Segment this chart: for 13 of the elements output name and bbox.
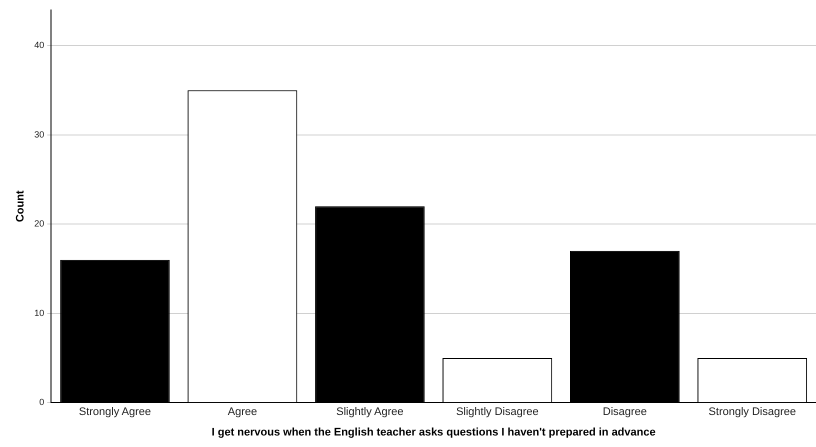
x-tick-label: Strongly Agree xyxy=(78,406,152,418)
x-axis-title: I get nervous when the English teacher asks questions I haven't prepared in advance xyxy=(212,426,656,438)
x-tick-label: Disagree xyxy=(602,406,647,418)
x-tick-label: Slightly Disagree xyxy=(456,406,539,418)
y-axis-title: Count xyxy=(14,190,27,222)
y-tick-label: 20 xyxy=(34,218,44,229)
y-tick-label: 0 xyxy=(39,397,44,408)
x-tick-label: Agree xyxy=(228,406,258,418)
y-tick-label: 40 xyxy=(34,40,44,50)
x-tick-label: Strongly Disagree xyxy=(708,406,796,418)
x-tick-label: Slightly Agree xyxy=(336,406,404,418)
y-tick-label: 30 xyxy=(34,129,44,140)
y-tick-label: 10 xyxy=(34,308,44,318)
